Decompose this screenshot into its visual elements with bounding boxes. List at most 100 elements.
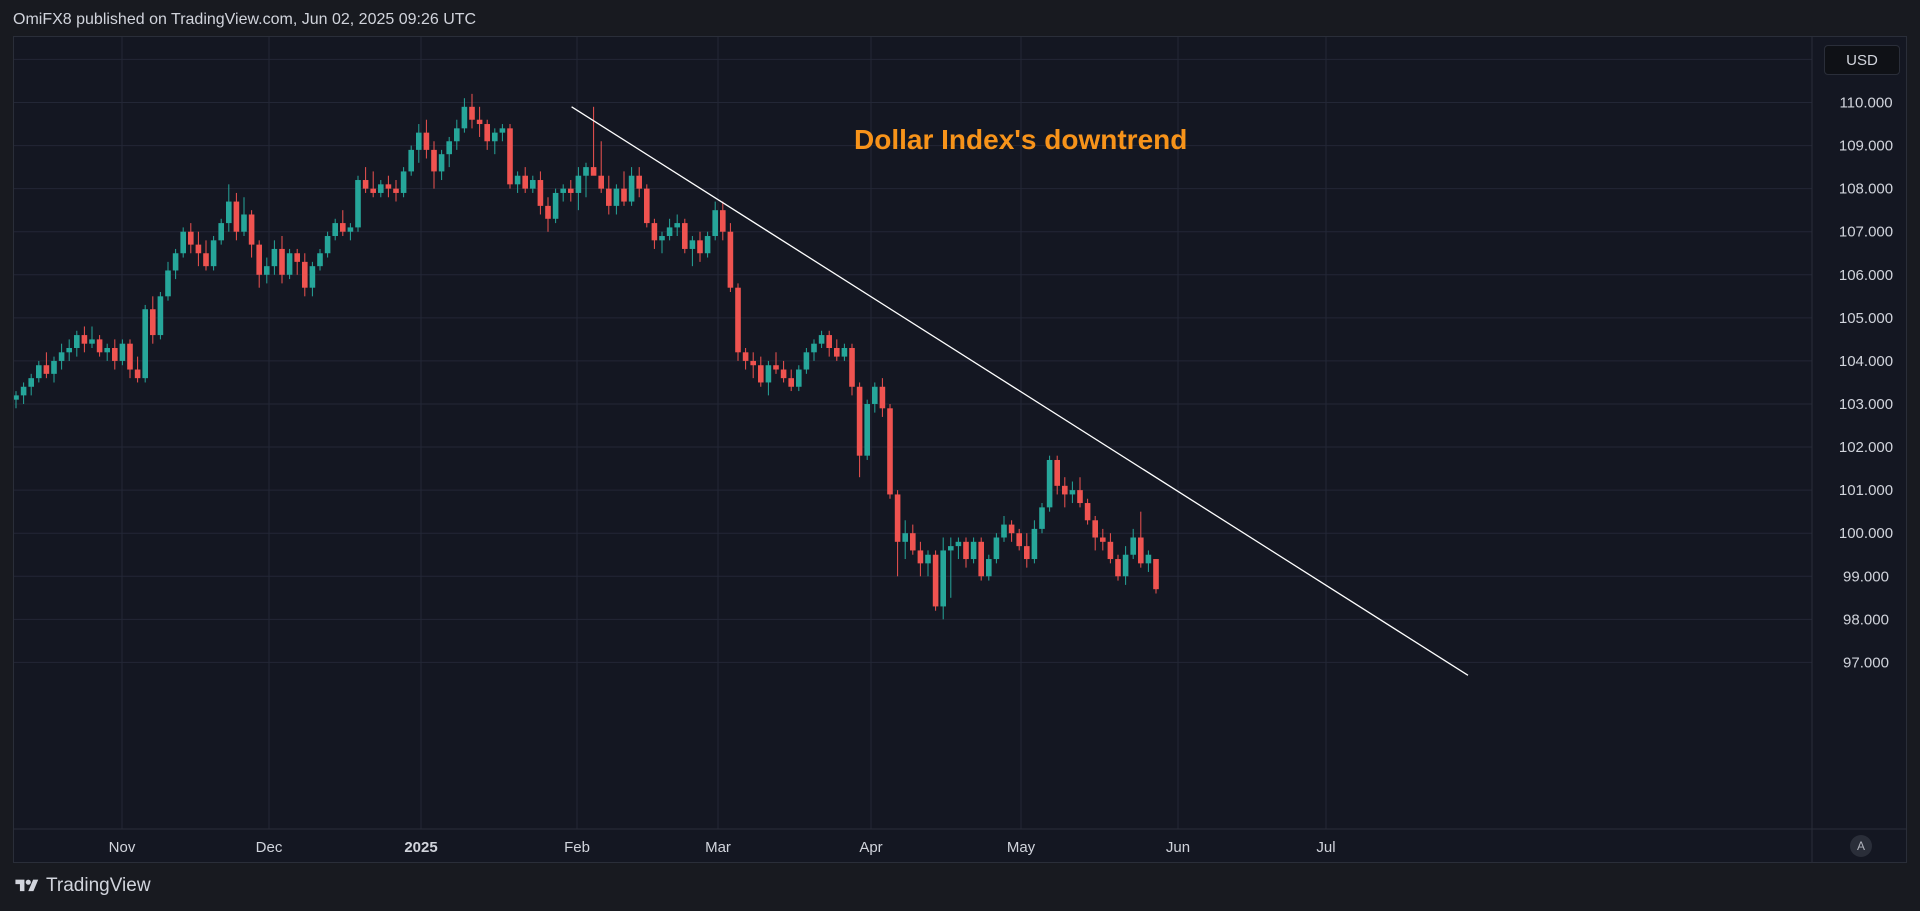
candle-body bbox=[188, 231, 194, 245]
candle-body bbox=[1039, 507, 1045, 529]
currency-selector[interactable]: USD bbox=[1824, 45, 1900, 75]
candle bbox=[74, 330, 80, 357]
candle-body bbox=[1054, 459, 1060, 486]
candle-body bbox=[507, 128, 513, 185]
candle bbox=[910, 524, 916, 555]
chart-pane[interactable]: Dollar Index's downtrend 110.000 109.000 1… bbox=[13, 36, 1907, 863]
candles bbox=[14, 93, 1159, 620]
candle bbox=[362, 167, 369, 193]
candle-body bbox=[438, 154, 445, 172]
annotation-label[interactable]: Dollar Index's downtrend bbox=[854, 124, 1187, 155]
candle-body bbox=[841, 347, 848, 357]
candle bbox=[89, 326, 95, 348]
candle bbox=[476, 106, 483, 137]
candle-body bbox=[522, 175, 528, 189]
candle-body bbox=[499, 128, 506, 133]
price-tick-label: 99.000 bbox=[1843, 568, 1889, 585]
price-tick-label: 109.000 bbox=[1839, 138, 1893, 155]
candle-body bbox=[58, 352, 65, 361]
candle bbox=[560, 184, 566, 202]
candle-body bbox=[347, 227, 354, 232]
candle-body bbox=[560, 188, 566, 193]
candle bbox=[332, 218, 338, 241]
candle-body bbox=[978, 541, 984, 577]
candle bbox=[36, 360, 42, 383]
candle-body bbox=[104, 347, 110, 353]
candle bbox=[393, 180, 399, 202]
candle bbox=[51, 356, 57, 383]
candle-body bbox=[568, 188, 574, 193]
candle bbox=[826, 330, 832, 357]
candle-body bbox=[910, 533, 916, 551]
candle bbox=[226, 184, 232, 232]
candle-body bbox=[932, 554, 939, 607]
candle bbox=[917, 541, 924, 577]
candle bbox=[416, 124, 422, 163]
candle-body bbox=[309, 266, 316, 288]
tradingview-logo[interactable]: TradingView bbox=[14, 875, 151, 897]
time-tick-label: Mar bbox=[705, 839, 731, 856]
candle-body bbox=[856, 386, 863, 456]
candle bbox=[537, 171, 544, 215]
candle-body bbox=[81, 335, 88, 344]
candle bbox=[712, 201, 718, 241]
candle bbox=[14, 391, 19, 409]
candle bbox=[970, 537, 977, 564]
candle-body bbox=[689, 240, 696, 249]
candle-body bbox=[621, 188, 627, 202]
candle bbox=[294, 248, 300, 275]
candle bbox=[1115, 554, 1121, 581]
candle bbox=[484, 119, 490, 150]
price-axis[interactable]: 110.000 109.000 108.000 107.000 106.000 105.0… bbox=[1839, 95, 1893, 672]
downtrend-line[interactable] bbox=[571, 106, 1469, 676]
publisher-info: OmiFX8 published on TradingView.com, Jun… bbox=[13, 11, 477, 28]
candle bbox=[180, 227, 186, 258]
candle bbox=[119, 339, 126, 366]
tradingview-brand: TradingView bbox=[46, 875, 151, 896]
candle bbox=[1100, 528, 1106, 551]
candle-body bbox=[674, 223, 680, 228]
candle bbox=[925, 550, 931, 577]
candlestick-chart[interactable]: Dollar Index's downtrend 110.000109.0001… bbox=[14, 37, 1906, 862]
candle-body bbox=[613, 188, 620, 206]
candle bbox=[735, 283, 741, 361]
candle bbox=[834, 339, 840, 361]
candle-body bbox=[1046, 459, 1053, 508]
candle bbox=[218, 218, 224, 245]
candle-body bbox=[248, 214, 255, 245]
candle bbox=[689, 236, 696, 267]
candle bbox=[408, 145, 414, 176]
candle bbox=[682, 218, 688, 254]
candle-body bbox=[955, 541, 962, 547]
candle bbox=[20, 382, 27, 404]
candle bbox=[58, 343, 65, 370]
candle-body bbox=[849, 347, 855, 387]
candle-body bbox=[20, 386, 27, 396]
auto-scale-button[interactable]: A bbox=[1850, 835, 1872, 857]
candle-body bbox=[43, 365, 50, 374]
candle-body bbox=[469, 106, 475, 120]
candle bbox=[583, 162, 589, 198]
time-axis[interactable]: Nov Dec 2025 Feb Mar Apr May Jun Jul bbox=[109, 839, 1336, 856]
candle-body bbox=[385, 184, 392, 189]
candle-body bbox=[727, 231, 734, 288]
candle-body bbox=[993, 537, 1000, 560]
candle bbox=[598, 141, 604, 193]
candle bbox=[1054, 455, 1060, 495]
candle bbox=[104, 343, 110, 361]
candle bbox=[256, 240, 262, 288]
candle-body bbox=[431, 149, 437, 172]
candle-body bbox=[682, 223, 688, 249]
candle bbox=[742, 347, 749, 370]
candle bbox=[188, 223, 194, 254]
candle bbox=[195, 231, 202, 267]
candle-body bbox=[142, 309, 148, 379]
candle bbox=[514, 171, 521, 193]
candle bbox=[856, 382, 863, 478]
candle bbox=[894, 490, 901, 577]
candle bbox=[461, 98, 468, 133]
candle-body bbox=[172, 253, 179, 271]
candle bbox=[1138, 511, 1144, 568]
candle bbox=[545, 197, 551, 232]
